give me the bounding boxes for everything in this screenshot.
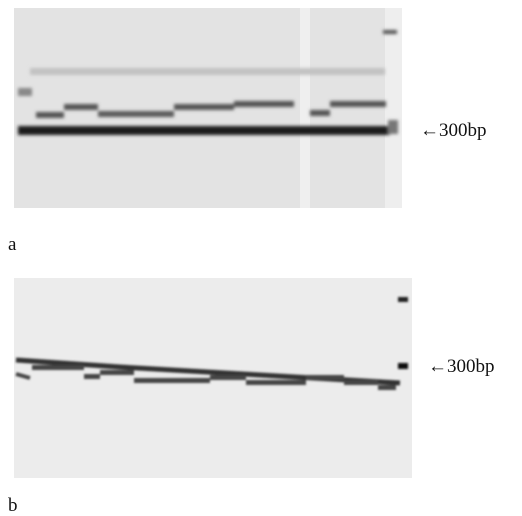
panel-label: a: [8, 234, 17, 255]
gel-b: [14, 278, 412, 478]
gel-a: [14, 8, 402, 208]
marker-label: ←300bp: [420, 120, 487, 141]
marker-label: ←300bp: [428, 356, 495, 377]
panel-label: b: [8, 495, 18, 516]
